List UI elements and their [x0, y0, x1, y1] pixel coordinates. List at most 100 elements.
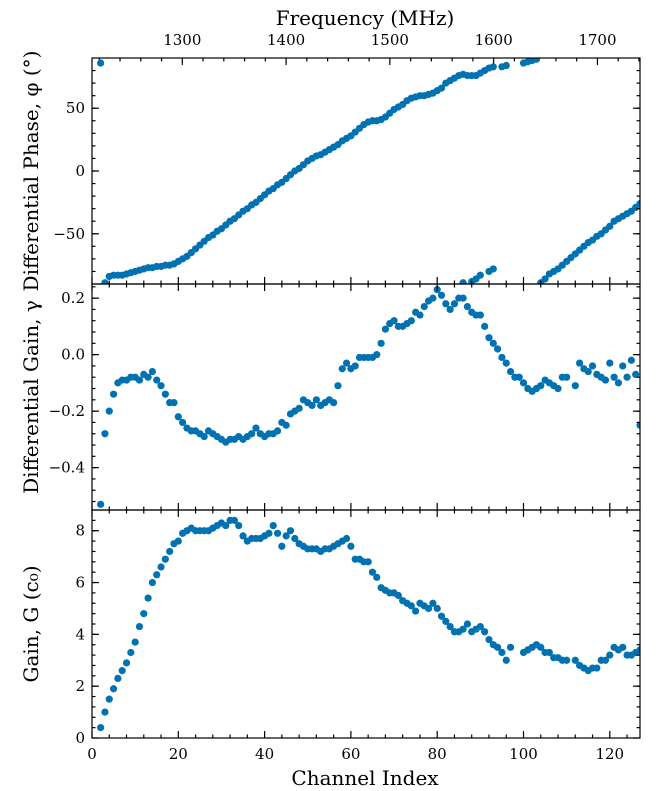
gain-point	[476, 622, 484, 631]
top-axis-label: Frequency (MHz)	[276, 6, 455, 30]
gain-point	[131, 638, 139, 646]
gain-point	[593, 664, 601, 672]
phase-ytick-label: −50	[53, 225, 85, 243]
bottom-tick-label: 100	[509, 745, 538, 763]
gain-ytick-label: 0	[75, 729, 85, 747]
diffgain-point	[390, 317, 398, 325]
gain-ytick-label: 4	[75, 625, 85, 643]
gain-point	[174, 537, 182, 545]
gain-point	[109, 685, 118, 693]
bottom-ticks: 0 20 40 60 80 100 120	[87, 745, 624, 763]
gain-point	[118, 667, 126, 675]
diffgain-point	[273, 427, 282, 435]
gain-point	[601, 656, 610, 664]
diffgain-point	[584, 367, 592, 376]
diffgain-point	[636, 421, 640, 429]
gain-point	[286, 527, 295, 535]
diffgain-point	[623, 373, 631, 381]
diffgain-point	[170, 399, 178, 407]
diffgain-point	[351, 362, 359, 370]
diffgain-point	[429, 294, 437, 302]
diffgain-point	[610, 373, 618, 381]
gain-point	[239, 532, 247, 540]
diffgain-point	[179, 418, 187, 427]
phase-point	[476, 271, 484, 279]
diffgain-point	[148, 367, 157, 376]
diffgain-point	[588, 362, 597, 370]
top-tick-label: 1700	[578, 31, 616, 49]
diffgain-point	[632, 370, 640, 378]
diffgain-ytick-label: −0.2	[49, 402, 85, 420]
gain-point	[437, 612, 446, 620]
diffgain-point	[342, 359, 351, 367]
gain-point	[433, 604, 441, 613]
diffgain-point	[153, 376, 161, 384]
diffgain-point	[252, 424, 260, 432]
gain-point	[619, 643, 627, 651]
gain-point	[265, 529, 273, 537]
gain-point	[291, 534, 299, 543]
diffgain-point	[446, 305, 454, 314]
gain-point	[494, 643, 502, 651]
gain-ytick-label: 6	[75, 574, 85, 592]
phase-point	[97, 59, 105, 67]
bottom-tick-label: 80	[428, 745, 447, 763]
gain-point	[342, 534, 351, 543]
diffgain-point	[498, 353, 506, 362]
phase-frame	[91, 57, 641, 285]
panel-diffgain: −0.4 −0.2 0.0 0.2 Differential Gain, γ	[19, 283, 641, 511]
diffgain-point	[407, 317, 415, 325]
gain-point	[347, 542, 355, 550]
bottom-tick-label: 60	[341, 745, 360, 763]
diffgain-point	[554, 384, 562, 393]
diffgain-ytick-label: −0.4	[49, 459, 85, 477]
top-tick-label: 1400	[267, 31, 305, 49]
gain-point	[368, 568, 377, 576]
gain-point	[459, 625, 467, 633]
diffgain-point	[442, 300, 450, 308]
gain-point	[222, 521, 230, 530]
gain-point	[506, 643, 515, 651]
diffgain-point	[373, 351, 381, 359]
phase-point	[502, 61, 510, 70]
phase-point	[101, 279, 109, 284]
gain-point	[364, 558, 372, 566]
diffgain-point	[248, 430, 256, 438]
diffgain-point	[619, 362, 627, 370]
gain-ylabel: Gain, G (c₀)	[19, 565, 43, 682]
gain-point	[563, 656, 571, 664]
diffgain-point	[157, 382, 165, 390]
diffgain-point	[161, 390, 169, 398]
gain-point	[269, 521, 277, 530]
gain-point	[273, 529, 282, 537]
phase-points	[97, 58, 640, 284]
diffgain-ytick-label: 0.2	[61, 289, 85, 307]
gain-points	[97, 516, 640, 732]
bottom-axis-label: Channel Index	[291, 766, 439, 790]
gain-point	[101, 708, 109, 716]
gain-point	[394, 591, 402, 600]
gain-point	[166, 547, 174, 556]
diffgain-point	[627, 356, 635, 364]
gain-point	[153, 571, 161, 579]
diffgain-point	[109, 390, 118, 398]
phase-point	[459, 279, 467, 284]
gain-point	[127, 648, 135, 657]
gain-point	[105, 695, 113, 703]
diffgain-point	[437, 291, 446, 299]
diffgain-point	[420, 303, 428, 311]
gain-point	[498, 648, 506, 657]
diffgain-point	[381, 325, 390, 333]
diffgain-point	[101, 430, 109, 438]
diffgain-point	[174, 413, 182, 421]
diffgain-point	[506, 367, 515, 376]
diffgain-point	[450, 300, 459, 308]
gain-point	[114, 674, 122, 683]
diffgain-ytick-label: 0.0	[61, 346, 85, 364]
diffgain-point	[494, 345, 502, 353]
gain-point	[537, 643, 545, 651]
phase-point	[489, 265, 497, 273]
diffgain-point	[334, 382, 342, 390]
gain-point	[407, 602, 415, 610]
diffgain-point	[377, 339, 385, 347]
